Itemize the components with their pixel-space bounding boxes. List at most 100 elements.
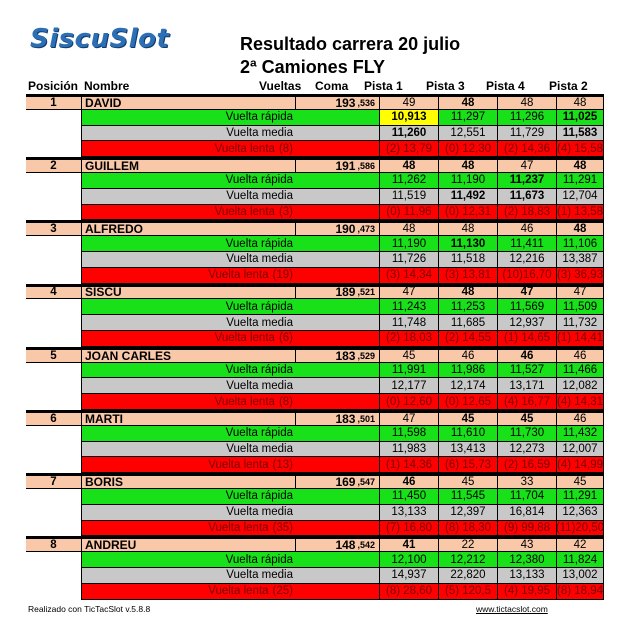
header-pista-1: Pista 1	[364, 79, 403, 93]
average-lap-row: Vuelta media 11,519 11,492 11,673 12,704	[26, 188, 604, 205]
slow-lap-label: Vuelta lenta (8)	[82, 141, 380, 158]
race-block: 5 JOAN CARLES 183,529 45 46 46 46 Vuelta rápida…	[26, 346, 604, 410]
avg-lap-time: 11,673	[498, 188, 557, 205]
fast-lap-time: 11,243	[380, 299, 439, 316]
fast-lap-time: 11,025	[557, 109, 604, 126]
fast-lap-label: Vuelta rápida	[82, 552, 380, 568]
slow-lap-row: Vuelta lenta (13) (1) 14,36 (6) 15,73 (2) 16…	[26, 457, 604, 474]
total-laps: 183,501	[296, 409, 380, 426]
lane-laps-cell: 48	[557, 94, 604, 110]
footer-credit: Realizado con TicTacSlot v.5.8.8	[28, 604, 151, 614]
avg-lap-time: 13,387	[557, 251, 604, 268]
position-spacer	[26, 362, 82, 379]
fast-lap-label: Vuelta rápida	[82, 488, 380, 505]
fastest-lap-row: Vuelta rápida 11,991 11,986 11,527 11,466	[26, 362, 604, 379]
slow-lap-row: Vuelta lenta (3) (0) 11,96 (0) 12,31 (2) 18,…	[26, 204, 604, 221]
lane-laps-cell: 45	[439, 409, 498, 426]
slow-lap-count: (8)	[278, 142, 293, 155]
avg-lap-time: 11,726	[380, 251, 439, 268]
avg-lap-time: 11,729	[498, 125, 557, 142]
header-pista-2: Pista 2	[549, 79, 588, 93]
fast-lap-time: 11,466	[557, 362, 604, 379]
lane-laps-cell: 46	[498, 346, 557, 363]
position-spacer	[26, 172, 82, 189]
slow-lap-time: (5) 120,5	[439, 583, 498, 600]
laps-fraction: ,547	[357, 477, 375, 488]
position-spacer	[26, 520, 82, 537]
fast-lap-label: Vuelta rápida	[82, 172, 380, 189]
fast-lap-label: Vuelta rápida	[82, 236, 380, 252]
lane-laps-cell: 47	[498, 283, 557, 300]
fast-lap-time: 11,291	[557, 172, 604, 189]
driver-name: ALFREDO	[82, 220, 296, 237]
slow-lap-time: (6) 15,73	[439, 457, 498, 474]
slow-lap-time: (1) 14,65	[498, 330, 557, 347]
page-title: Resultado carrera 20 julio	[240, 34, 461, 54]
slow-lap-row: Vuelta lenta (25) (8) 28,60 (5) 120,5 (4) 19…	[26, 583, 604, 600]
driver-name: GUILLEM	[82, 157, 296, 173]
slow-lap-count: (6)	[278, 332, 293, 345]
lane-laps-cell: 48	[557, 220, 604, 237]
position-spacer	[26, 204, 82, 221]
laps-fraction: ,521	[357, 287, 375, 298]
position-spacer	[26, 583, 82, 600]
results-table: 1 DAVID 193,536 49 48 48 48 Vuelta rápida 10,913…	[26, 94, 604, 600]
avg-lap-time: 11,518	[439, 251, 498, 268]
header-pista-3: Pista 3	[426, 79, 465, 93]
race-block: 2 GUILLEM 191,586 48 48 47 48 Vuelta rápida 11,2…	[26, 157, 604, 221]
avg-lap-time: 11,732	[557, 315, 604, 331]
average-lap-row: Vuelta media 11,260 12,551 11,729 11,583	[26, 125, 604, 142]
position-spacer	[26, 188, 82, 205]
race-header-row: 3 ALFREDO 190,473 48 48 46 48	[26, 220, 604, 237]
page-subtitle: 2ª Camiones FLY	[240, 57, 386, 77]
race-header-row: 5 JOAN CARLES 183,529 45 46 46 46	[26, 346, 604, 363]
average-lap-row: Vuelta media 11,726 11,518 12,216 13,387	[26, 251, 604, 268]
lane-laps-cell: 47	[380, 283, 439, 300]
slow-lap-time: (3) 14,34	[380, 267, 439, 284]
fastest-lap-row: Vuelta rápida 12,100 12,212 12,380 11,824	[26, 552, 604, 568]
lane-laps-cell: 46	[498, 220, 557, 237]
slow-lap-time: (11)20,50	[557, 520, 604, 537]
slow-lap-label-text: Vuelta lenta	[214, 395, 275, 408]
fastest-lap-row: Vuelta rápida 11,598 11,610 11,730 11,432	[26, 425, 604, 442]
fast-lap-label: Vuelta rápida	[82, 299, 380, 316]
lane-laps-cell: 48	[557, 157, 604, 173]
header-name: Nombre	[84, 79, 130, 93]
position-spacer	[26, 394, 82, 410]
slow-lap-count: (35)	[272, 521, 293, 534]
slow-lap-row: Vuelta lenta (19) (3) 14,34 (3) 13,81 (10)16…	[26, 267, 604, 284]
fast-lap-time: 11,527	[498, 362, 557, 379]
position-spacer	[26, 109, 82, 126]
lane-laps-cell: 45	[380, 346, 439, 363]
driver-name: SISCU	[82, 283, 296, 300]
total-laps: 189,521	[296, 283, 380, 300]
slow-lap-label-text: Vuelta lenta	[208, 521, 269, 534]
fast-lap-time: 11,291	[557, 488, 604, 505]
avg-lap-time: 11,748	[380, 315, 439, 331]
average-lap-row: Vuelta media 11,748 11,685 12,937 11,732	[26, 315, 604, 331]
avg-lap-time: 13,133	[380, 504, 439, 521]
total-laps: 148,542	[296, 536, 380, 553]
total-laps: 191,586	[296, 157, 380, 173]
race-block: 3 ALFREDO 190,473 48 48 46 48 Vuelta rápida 11,1…	[26, 220, 604, 284]
laps-fraction: ,473	[357, 224, 375, 235]
fast-lap-time: 11,237	[498, 172, 557, 189]
driver-name: JOAN CARLES	[82, 346, 296, 363]
slow-lap-row: Vuelta lenta (6) (2) 18,03 (2) 14,55 (1) 14,…	[26, 330, 604, 347]
slow-lap-label: Vuelta lenta (35)	[82, 520, 380, 537]
position-spacer	[26, 488, 82, 505]
lane-laps-cell: 47	[498, 157, 557, 173]
lane-laps-cell: 48	[439, 283, 498, 300]
position-spacer	[26, 141, 82, 158]
fast-lap-time: 11,509	[557, 299, 604, 316]
footer-link[interactable]: www.tictacslot.com	[476, 604, 548, 614]
header-pista-4: Pista 4	[486, 79, 525, 93]
slow-lap-label: Vuelta lenta (19)	[82, 267, 380, 284]
avg-lap-label: Vuelta media	[82, 315, 380, 331]
slow-lap-row: Vuelta lenta (8) (0) 12,60 (0) 12,65 (4) 16,…	[26, 394, 604, 410]
position-spacer	[26, 567, 82, 584]
lane-laps-cell: 48	[439, 94, 498, 110]
position-spacer	[26, 236, 82, 252]
slow-lap-time: (3) 36,93	[557, 267, 604, 284]
laps-fraction: ,529	[357, 350, 375, 361]
